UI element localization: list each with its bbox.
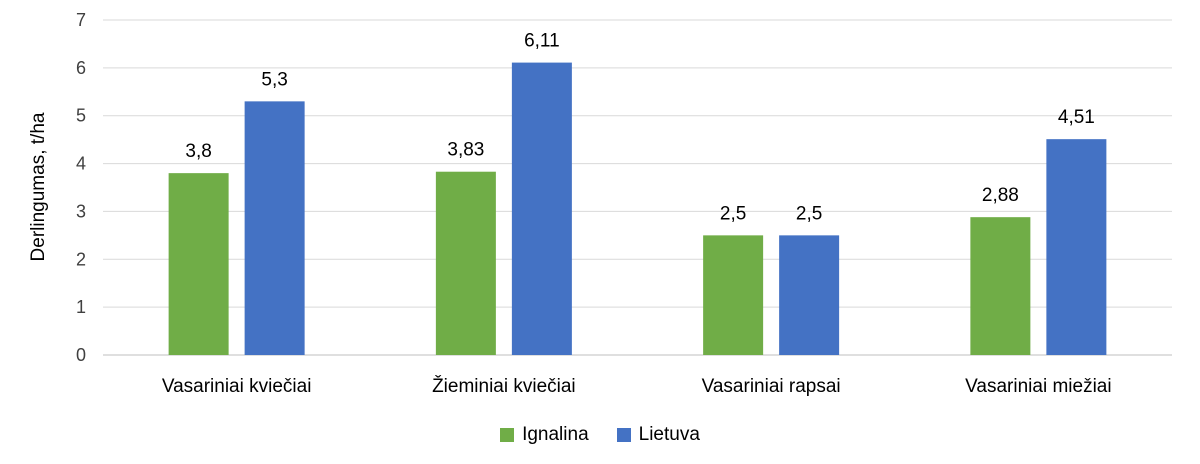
- legend-item-ignalina: Ignalina: [500, 424, 589, 446]
- bar-lietuva: [779, 235, 840, 355]
- bar-lietuva: [244, 101, 305, 355]
- category-label: Vasariniai kviečiai: [162, 376, 312, 397]
- legend: Ignalina Lietuva: [0, 424, 1200, 446]
- bar-ignalina: [168, 173, 229, 355]
- bars: [168, 62, 1107, 355]
- bar-chart: 0 1 2 3 4 5 6 7 3,8 5,3 3,83 6,11 2,5 2,5 2,88 4,51 Va…: [28, 10, 1172, 397]
- data-label: 3,8: [185, 141, 211, 162]
- category-label: Vasariniai rapsai: [702, 376, 841, 397]
- y-tick-label: 6: [76, 58, 86, 78]
- legend-swatch-lietuva: [616, 428, 631, 442]
- y-axis-ticks: 0 1 2 3 4 5 6 7: [76, 10, 86, 365]
- legend-swatch-ignalina: [500, 428, 515, 442]
- y-tick-label: 2: [76, 249, 86, 269]
- y-tick-label: 7: [76, 10, 86, 30]
- bar-lietuva: [511, 62, 572, 355]
- data-label: 4,51: [1058, 107, 1095, 128]
- bar-ignalina: [970, 217, 1031, 355]
- data-label: 2,5: [720, 203, 746, 224]
- y-tick-label: 3: [76, 201, 86, 221]
- y-tick-label: 4: [76, 154, 86, 174]
- data-label: 6,11: [524, 31, 560, 52]
- data-label: 5,3: [261, 69, 287, 90]
- bar-lietuva: [1046, 139, 1107, 355]
- bar-ignalina: [435, 171, 496, 355]
- data-labels: 3,8 5,3 3,83 6,11 2,5 2,5 2,88 4,51: [185, 31, 1094, 225]
- y-tick-label: 5: [76, 106, 86, 126]
- category-label: Vasariniai miežiai: [965, 376, 1111, 397]
- y-tick-label: 1: [76, 297, 86, 317]
- y-tick-label: 0: [76, 345, 86, 365]
- legend-label: Lietuva: [638, 424, 700, 445]
- legend-item-lietuva: Lietuva: [616, 424, 700, 446]
- category-label: Žieminiai kviečiai: [432, 375, 576, 397]
- y-axis-label: Derlingumas, t/ha: [28, 112, 49, 261]
- x-axis-categories: Vasariniai kviečiai Žieminiai kviečiai Vas…: [162, 375, 1112, 397]
- legend-label: Ignalina: [522, 424, 589, 445]
- data-label: 2,5: [796, 203, 822, 224]
- bar-ignalina: [703, 235, 764, 355]
- data-label: 3,83: [447, 140, 484, 161]
- data-label: 2,88: [982, 185, 1019, 206]
